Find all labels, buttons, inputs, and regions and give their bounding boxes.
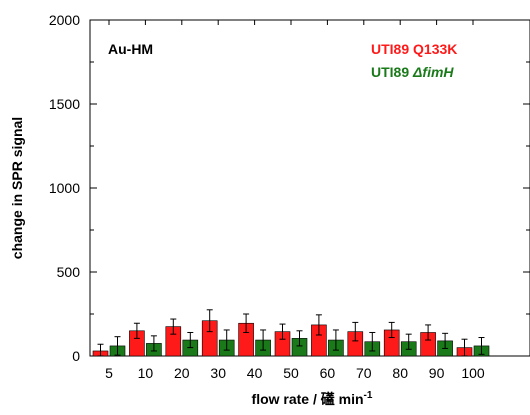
legend-fimh-prefix: UTI89 (371, 64, 413, 80)
x-tick-label: 100 (461, 365, 485, 381)
x-tick-label: 90 (429, 365, 445, 381)
legend-fimh-rest: fimH (422, 64, 454, 80)
x-tick-label: 30 (210, 365, 226, 381)
legend-q133k-prefix: UTI89 (371, 41, 413, 57)
x-tick-label: 5 (105, 365, 113, 381)
y-axis: 0 500 1000 1500 2000 (49, 12, 530, 364)
x-tick-label: 10 (138, 365, 154, 381)
legend-entry-fimh: UTI89 ΔfimH (371, 64, 454, 80)
legend-entry-q133k: UTI89 Q133K (371, 41, 457, 57)
bars (92, 309, 490, 357)
legend: UTI89 Q133K UTI89 ΔfimH (371, 41, 457, 80)
panel-label: Au-HM (108, 41, 153, 57)
legend-fimh-delta: Δ (412, 64, 422, 80)
y-tick-label: 0 (72, 348, 80, 364)
x-axis: 5 10 20 30 40 50 60 70 80 90 100 (105, 20, 485, 381)
x-tick-label: 80 (392, 365, 408, 381)
x-axis-title-superscript: -1 (364, 390, 373, 401)
y-axis-title: change in SPR signal (9, 117, 25, 259)
y-tick-label: 1500 (49, 96, 80, 112)
x-tick-label: 50 (283, 365, 299, 381)
x-axis-title-main: flow rate / 礚 min (252, 391, 364, 407)
x-axis-title: flow rate / 礚 min-1 (252, 390, 373, 407)
legend-q133k-rest: Q133K (413, 41, 457, 57)
x-tick-label: 20 (174, 365, 190, 381)
y-tick-label: 1000 (49, 180, 80, 196)
y-tick-label: 2000 (49, 12, 80, 28)
x-tick-label: 70 (356, 365, 372, 381)
y-tick-label: 500 (57, 264, 81, 280)
x-tick-label: 60 (320, 365, 336, 381)
plot-frame (89, 19, 530, 357)
x-tick-label: 40 (247, 365, 263, 381)
